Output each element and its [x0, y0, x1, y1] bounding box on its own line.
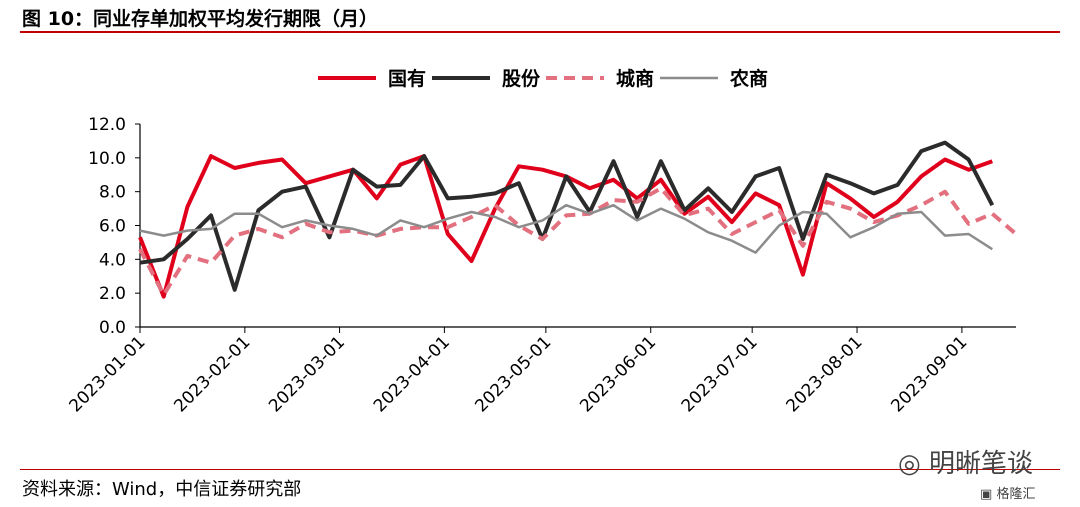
x-tick-label: 2023-04-01 — [370, 332, 454, 416]
legend-label: 农商 — [729, 67, 768, 90]
logo-icon: ▣ — [980, 487, 993, 502]
chart-svg: 国有 股份 城商 农商 0.0 2.0 4.0 6.0 8.0 10.0 12.0 2023-01-… — [66, 67, 1018, 416]
series-line-4 — [139, 203, 993, 254]
y-tick-label: 8.0 — [99, 183, 126, 203]
y-tick-label: 4.0 — [99, 250, 126, 270]
x-tick-label: 2023-02-01 — [170, 332, 254, 416]
x-tick-label: 2023-06-01 — [576, 332, 660, 416]
x-tick-label: 2023-01-01 — [66, 332, 150, 416]
series-line-2 — [139, 140, 995, 292]
chart-legend: 国有 股份 城商 农商 — [318, 67, 768, 90]
legend-label: 城商 — [616, 67, 654, 90]
watermark-logo-text: 格隆汇 — [996, 487, 1036, 502]
x-tick-label: 2023-05-01 — [471, 332, 555, 416]
watermark-logo: ▣ 格隆汇 — [980, 483, 1035, 502]
y-tick-label: 6.0 — [99, 217, 126, 237]
watermark-text: 明晰笔谈 — [928, 449, 1033, 479]
y-tick-label: 2.0 — [99, 284, 126, 304]
legend-label: 股份 — [502, 67, 541, 90]
footer-rule — [20, 469, 1060, 470]
x-tick-label: 2023-09-01 — [887, 332, 971, 416]
watermark: ◎ 明晰笔谈 — [898, 443, 1033, 480]
title-rule — [20, 31, 1060, 33]
x-tick-label: 2023-03-01 — [265, 332, 349, 416]
plot-area: 0.0 2.0 4.0 6.0 8.0 10.0 12.0 2023-01-01 2023-02… — [66, 115, 1018, 416]
y-tick-label: 0.0 — [99, 318, 126, 338]
x-tick-label: 2023-07-01 — [678, 332, 762, 416]
wechat-icon: ◎ — [898, 449, 921, 479]
figure-title: 图 10：同业存单加权平均发行期限（月） — [22, 8, 379, 30]
y-tick-label: 10.0 — [88, 149, 126, 169]
series-line-3 — [138, 186, 1018, 297]
y-tick-label: 12.0 — [88, 115, 126, 135]
source-note: 资料来源：Wind，中信证券研究部 — [22, 479, 302, 500]
legend-label: 国有 — [388, 67, 426, 90]
x-tick-label: 2023-08-01 — [783, 332, 867, 416]
